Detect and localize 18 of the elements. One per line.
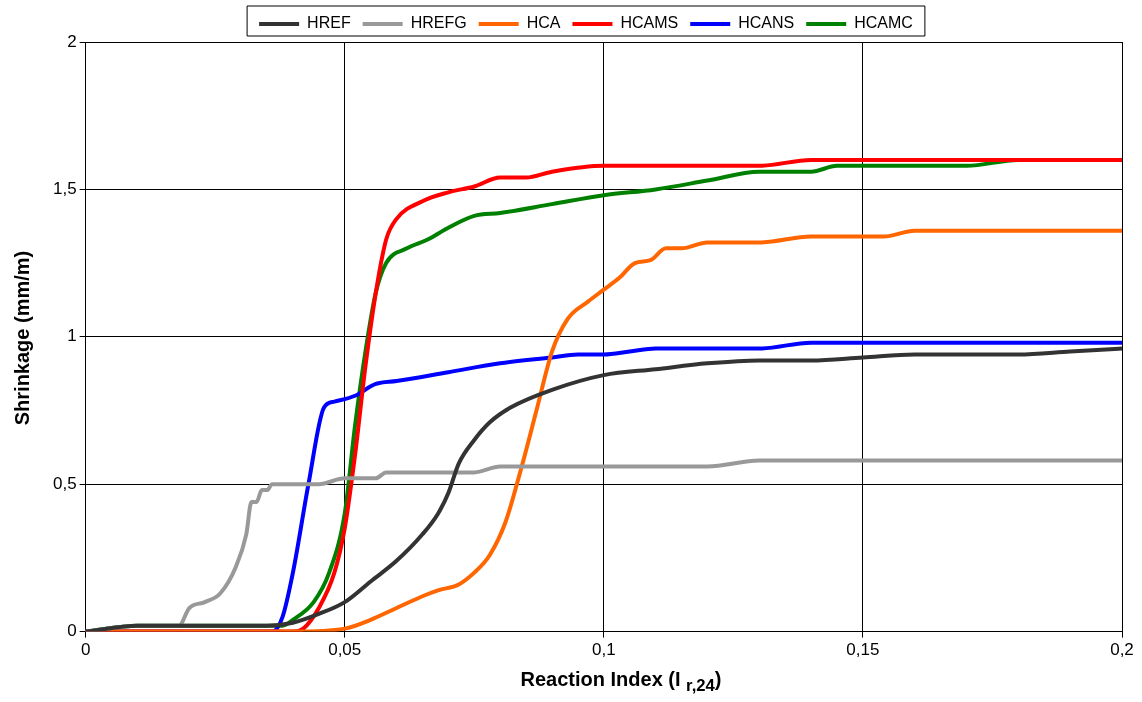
x-tick-label: 0,2	[1110, 640, 1134, 660]
x-tick-label: 0	[80, 640, 91, 660]
x-tick-label: 0,15	[846, 640, 880, 660]
y-tick-label: 2	[67, 31, 77, 51]
legend-label: HCAMS	[620, 14, 679, 32]
y-tick-label: 0	[67, 621, 77, 641]
y-axis-title: Shrinkage (mm/m)	[10, 250, 34, 426]
y-tick-label: 1,5	[52, 179, 77, 199]
legend-label: HREF	[307, 14, 351, 32]
legend-label: HCANS	[738, 14, 795, 32]
y-tick-label: 1	[67, 326, 77, 346]
x-axis-title: Reaction Index (I $_{r,24}$)	[519, 668, 723, 696]
x-tick-label: 0,05	[328, 640, 362, 660]
x-tick-label: 0,1	[592, 640, 616, 660]
legend-label: HCAMC	[854, 14, 913, 32]
y-tick-label: 0,5	[52, 473, 77, 493]
legend-label: HREFG	[410, 14, 467, 32]
legend-label: HCA	[526, 14, 561, 32]
